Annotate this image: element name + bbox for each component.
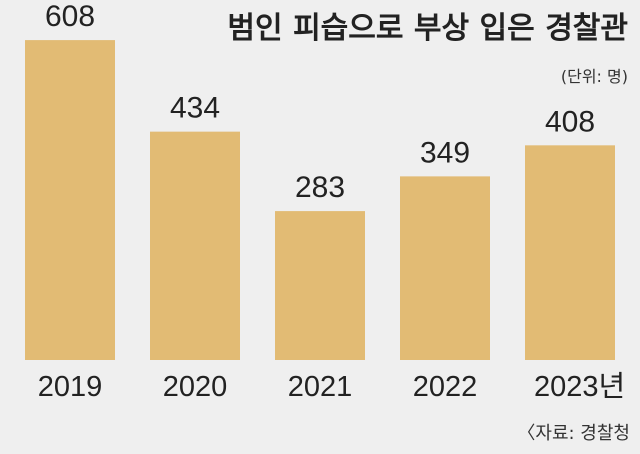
value-label-3: 349 [420,136,470,169]
tick-label-4: 2023년 [534,371,625,403]
bar-3 [400,176,490,360]
value-label-0: 608 [45,0,95,33]
chart-title: 범인 피습으로 부상 입은 경찰관 [227,11,628,46]
bar-2 [275,211,365,360]
value-labels-group: 608 434 283 349 408 [45,0,595,204]
bar-4 [525,145,615,360]
tick-label-3: 2022 [413,371,478,403]
bar-1 [150,131,240,360]
source-note: 〈자료: 경찰청 [517,423,630,444]
bar-0 [25,40,115,361]
value-label-4: 408 [545,105,595,138]
value-label-2: 283 [295,171,345,204]
tick-label-1: 2020 [163,371,228,403]
value-label-1: 434 [170,92,220,125]
unit-note: (단위: 명) [561,67,628,86]
bars-group [25,40,615,361]
tick-labels-group: 2019 2020 2021 2022 2023년 [38,371,625,403]
tick-label-2: 2021 [288,371,353,403]
tick-label-0: 2019 [38,371,103,403]
